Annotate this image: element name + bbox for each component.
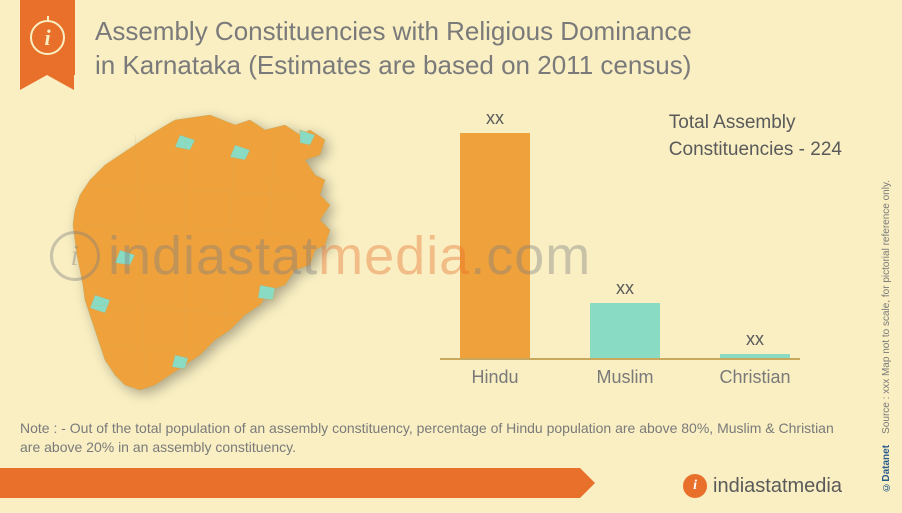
map-svg: [35, 105, 365, 405]
total-line2: Constituencies - 224: [669, 137, 842, 164]
bar-hindu: xx: [460, 133, 530, 358]
page-title: Assembly Constituencies with Religious D…: [95, 15, 692, 83]
title-line2: in Karnataka (Estimates are based on 201…: [95, 49, 692, 83]
datanet-text: ©Datanet: [881, 445, 892, 493]
chart-x-axis: [440, 358, 800, 360]
bar-muslim-value: xx: [590, 278, 660, 299]
info-icon: i: [30, 20, 65, 55]
footnote: Note : - Out of the total population of …: [20, 419, 857, 458]
bar-hindu-label: Hindu: [435, 367, 555, 388]
bar-muslim: xx: [590, 303, 660, 358]
total-constituencies-text: Total Assembly Constituencies - 224: [669, 110, 842, 163]
map-accent-6: [258, 285, 275, 300]
bar-christian: xx: [720, 354, 790, 358]
map-main-region: [73, 115, 330, 390]
source-text: Source : xxx Map not to scale, for picto…: [881, 180, 892, 434]
bottom-ribbon: [0, 468, 580, 498]
karnataka-map: [35, 105, 365, 405]
title-line1: Assembly Constituencies with Religious D…: [95, 15, 692, 49]
header-ribbon: i: [20, 0, 75, 75]
footer-logo: i indiastatmedia: [683, 474, 842, 498]
bar-christian-value: xx: [720, 329, 790, 350]
bar-christian-label: Christian: [695, 367, 815, 388]
bar-muslim-label: Muslim: [565, 367, 685, 388]
side-attribution: ©Datanet Source : xxx Map not to scale, …: [880, 180, 894, 493]
total-line1: Total Assembly: [669, 110, 842, 137]
footer-logo-text: indiastatmedia: [713, 475, 842, 498]
bar-hindu-value: xx: [460, 108, 530, 129]
footer-logo-icon: i: [683, 474, 707, 498]
